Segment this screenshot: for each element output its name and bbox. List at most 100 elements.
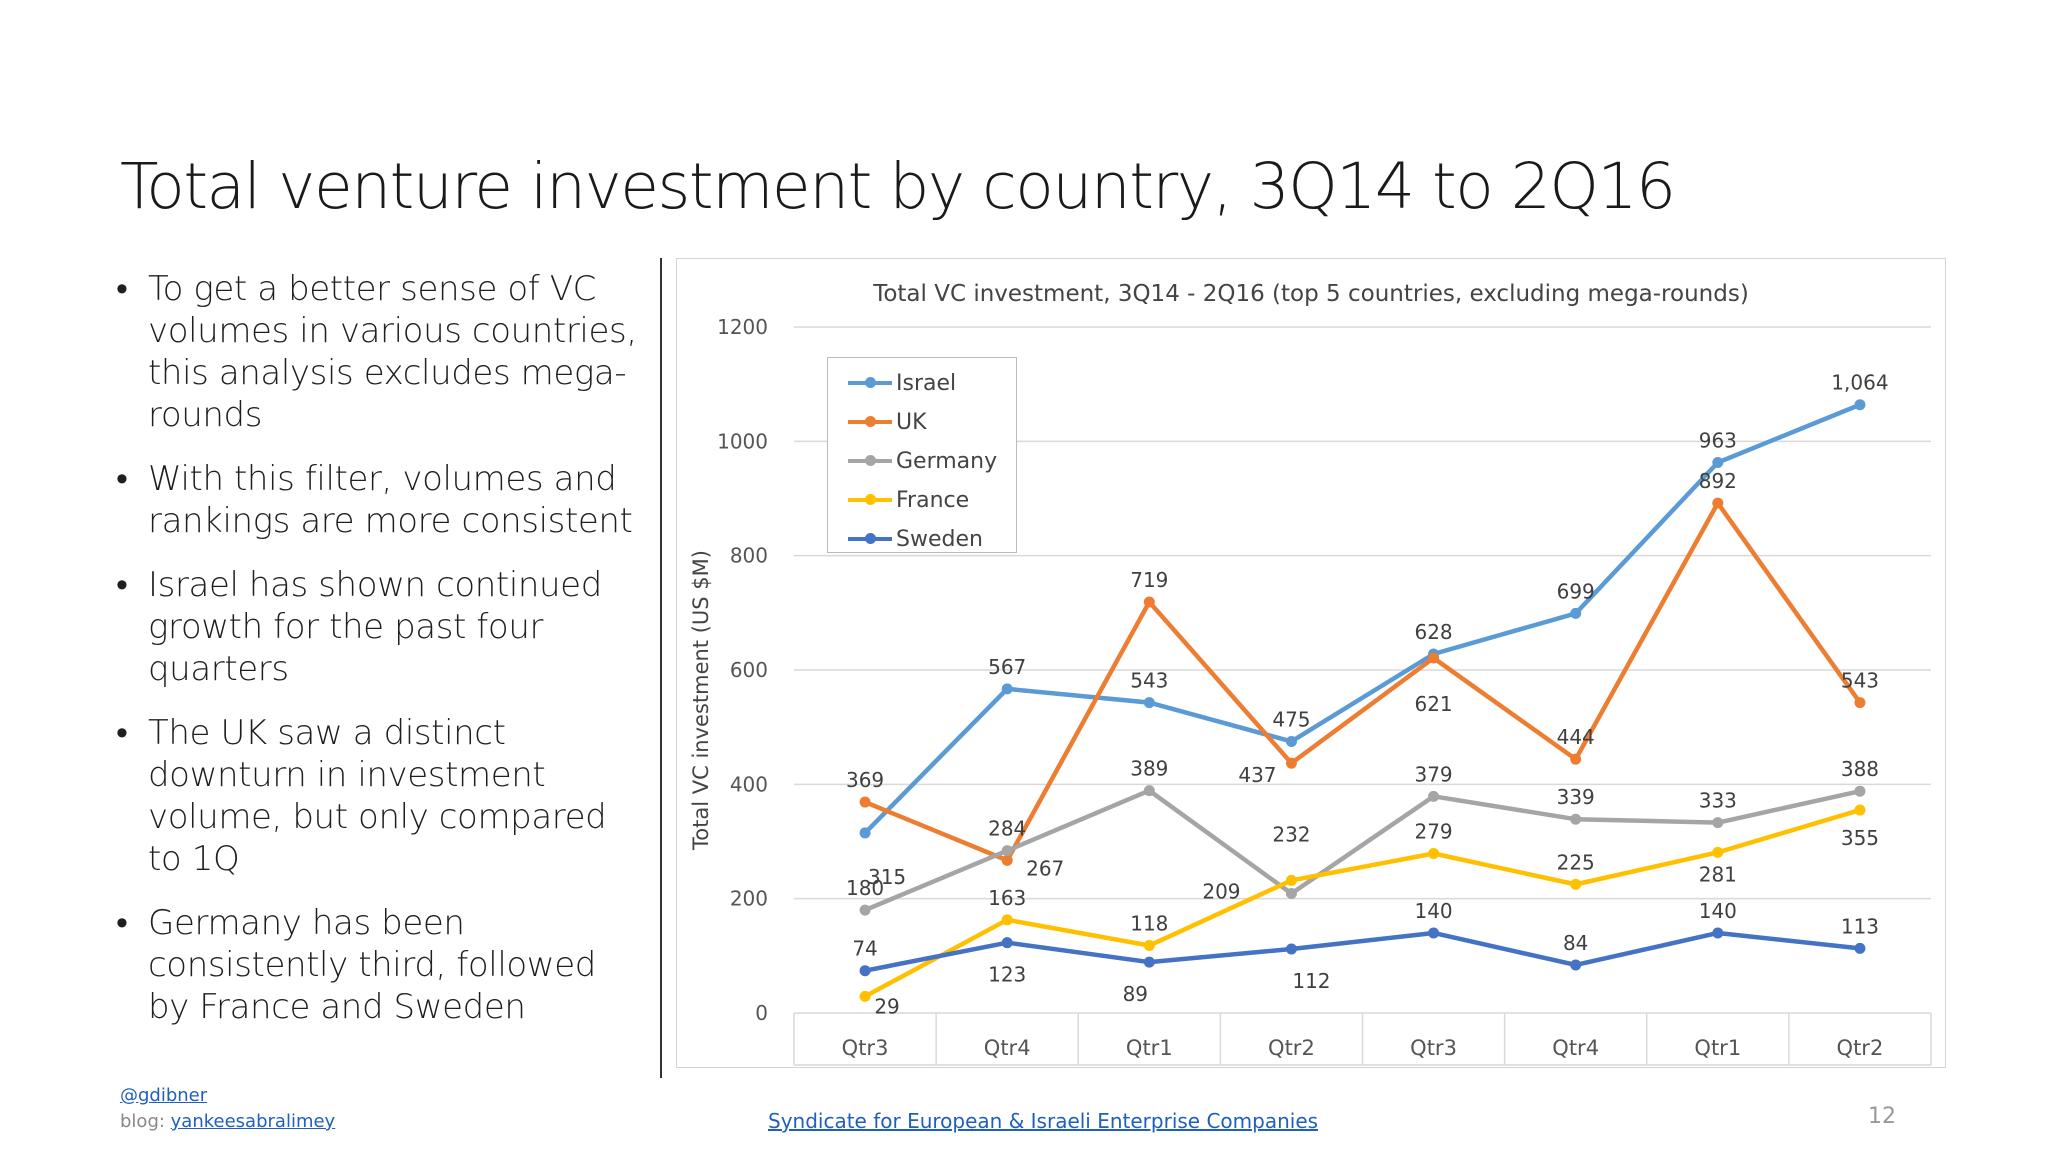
data-label-france: 29 (874, 994, 899, 1018)
data-point-france (1854, 804, 1866, 816)
data-label-france: 232 (1272, 822, 1310, 846)
data-point-france (1712, 846, 1724, 858)
x-tick-label: Qtr2 (1268, 1036, 1315, 1060)
bullet-marker: • (116, 459, 128, 499)
data-point-france (859, 990, 871, 1002)
x-tick-label: Qtr4 (984, 1036, 1031, 1060)
series-line-germany (864, 788, 1861, 913)
legend-label: Germany (896, 448, 998, 474)
bullet-marker: • (116, 713, 128, 753)
data-label-uk: 543 (1841, 669, 1879, 693)
data-label-israel: 699 (1557, 579, 1595, 603)
data-label-france: 225 (1557, 850, 1595, 874)
bullet-text: The UK saw a distinct downturn in invest… (148, 713, 607, 879)
legend-item-germany: Germany (848, 446, 997, 476)
data-point-germany (1428, 790, 1440, 802)
data-point-sweden (859, 965, 871, 977)
data-point-germany (1570, 813, 1582, 825)
data-label-sweden: 140 (1699, 899, 1737, 923)
chart-container: Total VC investment, 3Q14 - 2Q16 (top 5 … (676, 258, 1946, 1068)
data-label-israel: 1,064 (1831, 371, 1888, 395)
data-label-sweden: 84 (1563, 931, 1588, 955)
bullet-list: • To get a better sense of VC volumes in … (116, 268, 646, 1050)
series-line-sweden (864, 930, 1861, 973)
bullet-item: • The UK saw a distinct downturn in inves… (116, 712, 646, 880)
data-label-germany: 379 (1414, 762, 1452, 786)
bullet-text: Israel has shown continued growth for th… (148, 565, 602, 689)
data-label-israel: 475 (1272, 707, 1310, 731)
data-label-israel: 963 (1699, 428, 1737, 452)
legend-swatch-uk (848, 416, 892, 427)
data-point-germany (1712, 817, 1724, 829)
data-label-uk: 621 (1414, 692, 1452, 716)
bullet-marker: • (116, 269, 128, 309)
data-label-france: 279 (1414, 820, 1452, 844)
data-point-germany (1001, 845, 1013, 857)
data-point-sweden (1428, 927, 1440, 939)
data-label-germany: 284 (988, 817, 1026, 841)
data-label-sweden: 113 (1841, 914, 1879, 938)
legend-label: UK (896, 409, 927, 435)
data-point-uk (1712, 497, 1724, 509)
legend-item-france: France (848, 485, 969, 515)
data-point-israel (1570, 607, 1582, 619)
y-tick-label: 1200 (717, 315, 768, 339)
bullet-text: To get a better sense of VC volumes in v… (148, 269, 637, 435)
bullet-marker: • (116, 903, 128, 943)
data-point-france (1570, 878, 1582, 890)
vertical-divider (660, 258, 662, 1078)
data-label-germany: 339 (1557, 785, 1595, 809)
data-point-sweden (1285, 943, 1297, 955)
legend-swatch-germany (848, 455, 892, 466)
series-line-israel (863, 402, 1861, 835)
data-point-sweden (1854, 942, 1866, 954)
data-label-israel: 315 (868, 865, 906, 889)
data-label-germany: 209 (1202, 880, 1240, 904)
bullet-text: Germany has been consistently third, fol… (148, 903, 596, 1027)
slide-title: Total venture investment by country, 3Q1… (120, 150, 1676, 223)
y-tick-label: 400 (730, 772, 768, 796)
data-label-uk: 437 (1238, 763, 1276, 787)
series-line-france (863, 807, 1861, 999)
source-link[interactable]: Syndicate for European & Israeli Enterpr… (768, 1109, 1319, 1133)
data-label-france: 163 (988, 886, 1026, 910)
y-tick-label: 1000 (717, 429, 768, 453)
chart-title: Total VC investment, 3Q14 - 2Q16 (top 5 … (872, 281, 1749, 307)
line-chart: Total VC investment, 3Q14 - 2Q16 (top 5 … (689, 281, 1932, 1066)
x-tick-label: Qtr3 (1410, 1036, 1457, 1060)
data-label-france: 355 (1841, 826, 1879, 850)
data-label-uk: 369 (846, 768, 884, 792)
data-label-uk: 892 (1699, 469, 1737, 493)
x-tick-label: Qtr1 (1126, 1036, 1173, 1060)
x-tick-label: Qtr1 (1694, 1036, 1741, 1060)
data-label-germany: 333 (1699, 789, 1737, 813)
data-point-sweden (1143, 956, 1155, 968)
legend-swatch-sweden (848, 533, 892, 544)
data-point-sweden (1570, 959, 1582, 971)
y-tick-label: 600 (730, 658, 768, 682)
blog-link[interactable]: yankeesabralimey (170, 1111, 336, 1132)
bullet-item: • To get a better sense of VC volumes in … (116, 268, 646, 436)
legend-item-sweden: Sweden (848, 524, 983, 554)
page-number: 12 (1868, 1104, 1896, 1129)
bullet-marker: • (116, 565, 128, 605)
data-point-israel (1854, 399, 1866, 411)
y-axis-label: Total VC investment (US $M) (689, 550, 713, 851)
y-tick-label: 200 (730, 887, 768, 911)
data-label-israel: 628 (1414, 620, 1452, 644)
legend-label: Israel (896, 370, 957, 396)
data-point-uk (1285, 757, 1297, 769)
data-point-sweden (1712, 927, 1724, 939)
data-point-israel (1712, 456, 1724, 468)
bullet-text: With this filter, volumes and rankings a… (148, 459, 633, 541)
legend-item-uk: UK (848, 407, 927, 437)
data-label-sweden: 112 (1292, 969, 1330, 993)
data-point-germany (1854, 785, 1866, 797)
data-label-france: 118 (1130, 912, 1168, 936)
legend-item-israel: Israel (848, 368, 956, 398)
data-point-uk (1143, 596, 1155, 608)
twitter-handle-link[interactable]: @gdibner (120, 1085, 208, 1106)
data-point-france (1001, 914, 1013, 926)
blog-prefix: blog: (120, 1111, 171, 1132)
data-label-uk: 267 (1026, 856, 1064, 880)
